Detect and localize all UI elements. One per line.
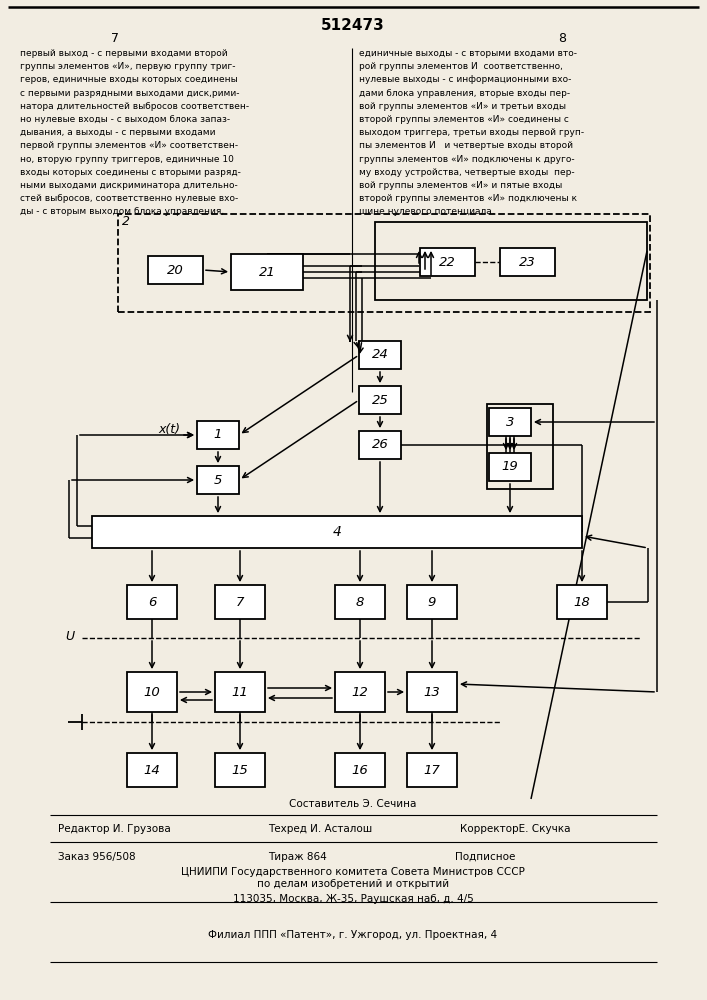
Text: 1: 1 — [214, 428, 222, 442]
Bar — [231, 254, 303, 290]
Text: нулевые выходы - с информационными вхо-: нулевые выходы - с информационными вхо- — [359, 75, 571, 84]
Text: 22: 22 — [438, 255, 455, 268]
Text: 4: 4 — [332, 525, 341, 539]
Bar — [419, 248, 474, 276]
Text: 26: 26 — [372, 438, 388, 452]
Bar — [359, 386, 401, 414]
Bar — [489, 408, 531, 436]
Bar — [500, 248, 554, 276]
Text: по делам изобретений и открытий: по делам изобретений и открытий — [257, 879, 449, 889]
Text: 23: 23 — [519, 255, 535, 268]
Text: дами блока управления, вторые входы пер-: дами блока управления, вторые входы пер- — [359, 89, 570, 98]
Bar — [215, 672, 265, 712]
Text: 19: 19 — [502, 460, 518, 474]
Text: Тираж 864: Тираж 864 — [268, 852, 327, 862]
Text: Подписное: Подписное — [455, 852, 515, 862]
Text: Составитель Э. Сечина: Составитель Э. Сечина — [289, 799, 416, 809]
Bar — [118, 214, 650, 312]
Text: натора длительностей выбросов соответствен-: натора длительностей выбросов соответств… — [20, 102, 249, 111]
Text: 113035, Москва, Ж-35, Раушская наб, д. 4/5: 113035, Москва, Ж-35, Раушская наб, д. 4… — [233, 894, 474, 904]
Text: первый выход - с первыми входами второй: первый выход - с первыми входами второй — [20, 49, 228, 58]
Text: му входу устройства, четвертые входы  пер-: му входу устройства, четвертые входы пер… — [359, 168, 575, 177]
Text: Заказ 956/508: Заказ 956/508 — [58, 852, 136, 862]
Text: 16: 16 — [351, 764, 368, 776]
Bar — [148, 256, 202, 284]
Text: первой группы элементов «И» соответствен-: первой группы элементов «И» соответствен… — [20, 141, 238, 150]
Bar — [489, 453, 531, 481]
Bar — [375, 222, 647, 300]
Bar — [359, 341, 401, 369]
Text: 5: 5 — [214, 474, 222, 487]
Text: стей выбросов, соответственно нулевые вхо-: стей выбросов, соответственно нулевые вх… — [20, 194, 238, 203]
Text: 6: 6 — [148, 595, 156, 608]
Text: 8: 8 — [356, 595, 364, 608]
Bar — [359, 431, 401, 459]
Text: 17: 17 — [423, 764, 440, 776]
Text: с первыми разрядными выходами диск,рими-: с первыми разрядными выходами диск,рими- — [20, 89, 240, 98]
Text: вой группы элементов «И» и третьи входы: вой группы элементов «И» и третьи входы — [359, 102, 566, 111]
Text: ЦНИИПИ Государственного комитета Совета Министров СССР: ЦНИИПИ Государственного комитета Совета … — [181, 867, 525, 877]
Text: ды - с вторым выходом блока управления,: ды - с вторым выходом блока управления, — [20, 207, 224, 216]
Text: 2: 2 — [122, 215, 130, 228]
Text: 21: 21 — [259, 265, 275, 278]
Bar — [215, 753, 265, 787]
Text: 3: 3 — [506, 416, 514, 428]
Bar — [197, 466, 239, 494]
Text: 13: 13 — [423, 686, 440, 698]
Text: 10: 10 — [144, 686, 160, 698]
Text: Редактор И. Грузова: Редактор И. Грузова — [58, 824, 171, 834]
Text: второй группы элементов «И» соединены с: второй группы элементов «И» соединены с — [359, 115, 569, 124]
Bar — [197, 421, 239, 449]
Text: 11: 11 — [232, 686, 248, 698]
Bar — [557, 585, 607, 619]
Text: но нулевые входы - с выходом блока запаз-: но нулевые входы - с выходом блока запаз… — [20, 115, 230, 124]
Text: группы элементов «И» подключены к друго-: группы элементов «И» подключены к друго- — [359, 155, 575, 164]
Text: 20: 20 — [167, 263, 183, 276]
Bar — [335, 672, 385, 712]
Text: но, вторую группу триггеров, единичные 10: но, вторую группу триггеров, единичные 1… — [20, 155, 234, 164]
Text: Филиал ППП «Патент», г. Ужгород, ул. Проектная, 4: Филиал ППП «Патент», г. Ужгород, ул. Про… — [209, 930, 498, 940]
Bar — [407, 753, 457, 787]
Text: второй группы элементов «И» подключены к: второй группы элементов «И» подключены к — [359, 194, 577, 203]
Text: входы которых соединены с вторыми разряд-: входы которых соединены с вторыми разряд… — [20, 168, 241, 177]
Bar — [215, 585, 265, 619]
Bar — [407, 585, 457, 619]
Bar — [127, 585, 177, 619]
Bar — [487, 404, 553, 489]
Text: 7: 7 — [111, 32, 119, 45]
Text: пы элементов И   и четвертые входы второй: пы элементов И и четвертые входы второй — [359, 141, 573, 150]
Text: Техред И. Асталош: Техред И. Асталош — [268, 824, 373, 834]
Bar — [127, 753, 177, 787]
Text: единичные выходы - с вторыми входами вто-: единичные выходы - с вторыми входами вто… — [359, 49, 577, 58]
Text: ными выходами дискриминатора длительно-: ными выходами дискриминатора длительно- — [20, 181, 238, 190]
Text: группы элементов «И», первую группу триг-: группы элементов «И», первую группу триг… — [20, 62, 235, 71]
Text: 8: 8 — [558, 32, 566, 45]
Bar — [335, 753, 385, 787]
Text: шине нулевого потенциала.: шине нулевого потенциала. — [359, 207, 495, 216]
Text: 14: 14 — [144, 764, 160, 776]
Text: выходом триггера, третьи входы первой груп-: выходом триггера, третьи входы первой гр… — [359, 128, 584, 137]
Text: 7: 7 — [236, 595, 244, 608]
Text: U: U — [66, 631, 74, 644]
Text: вой группы элементов «И» и пятые входы: вой группы элементов «И» и пятые входы — [359, 181, 562, 190]
Text: 24: 24 — [372, 349, 388, 361]
Text: рой группы элементов И  соответственно,: рой группы элементов И соответственно, — [359, 62, 563, 71]
Bar — [335, 585, 385, 619]
Text: геров, единичные входы которых соединены: геров, единичные входы которых соединены — [20, 75, 238, 84]
Bar — [407, 672, 457, 712]
Bar — [127, 672, 177, 712]
Text: КорректорE. Скучка: КорректорE. Скучка — [460, 824, 571, 834]
Text: 25: 25 — [372, 393, 388, 406]
Text: 512473: 512473 — [321, 17, 385, 32]
Text: x(t): x(t) — [158, 422, 180, 436]
Text: дывания, а выходы - с первыми входами: дывания, а выходы - с первыми входами — [20, 128, 216, 137]
Bar — [92, 516, 582, 548]
Text: 9: 9 — [428, 595, 436, 608]
Text: 15: 15 — [232, 764, 248, 776]
Text: 18: 18 — [573, 595, 590, 608]
Text: 12: 12 — [351, 686, 368, 698]
